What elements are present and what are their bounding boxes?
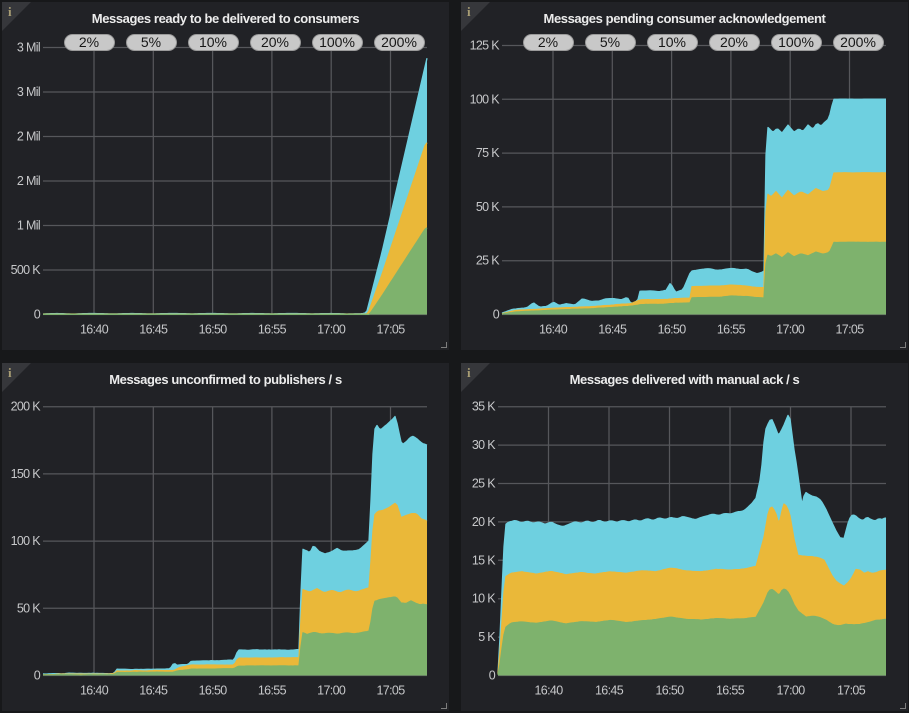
svg-text:50 K: 50 K: [17, 601, 41, 615]
svg-text:17:05: 17:05: [837, 684, 866, 698]
svg-text:100 K: 100 K: [470, 92, 501, 106]
svg-text:10 K: 10 K: [472, 592, 496, 606]
svg-text:17:05: 17:05: [376, 323, 405, 337]
svg-text:17:05: 17:05: [835, 323, 864, 337]
svg-text:2 Mil: 2 Mil: [17, 174, 40, 188]
svg-text:125 K: 125 K: [470, 39, 501, 53]
svg-text:20 K: 20 K: [472, 515, 496, 529]
svg-text:25 K: 25 K: [472, 477, 496, 491]
svg-text:1 Mil: 1 Mil: [17, 219, 40, 233]
svg-text:50 K: 50 K: [476, 200, 500, 214]
svg-text:16:55: 16:55: [258, 323, 287, 337]
svg-text:17:05: 17:05: [376, 684, 405, 698]
svg-text:30 K: 30 K: [472, 438, 496, 452]
svg-text:16:45: 16:45: [595, 684, 624, 698]
svg-text:0: 0: [34, 669, 41, 683]
svg-text:35 K: 35 K: [472, 400, 496, 414]
svg-text:16:50: 16:50: [655, 684, 684, 698]
svg-text:16:50: 16:50: [199, 323, 228, 337]
svg-text:16:40: 16:40: [534, 684, 563, 698]
svg-text:150 K: 150 K: [11, 467, 42, 481]
svg-text:200 K: 200 K: [11, 400, 42, 414]
svg-text:500 K: 500 K: [11, 263, 42, 277]
svg-text:16:40: 16:40: [80, 684, 109, 698]
svg-text:17:00: 17:00: [776, 684, 805, 698]
svg-text:16:45: 16:45: [139, 323, 168, 337]
svg-text:15 K: 15 K: [472, 553, 496, 567]
svg-text:25 K: 25 K: [476, 254, 500, 268]
svg-text:0: 0: [34, 308, 41, 322]
svg-text:16:45: 16:45: [139, 684, 168, 698]
svg-text:16:55: 16:55: [717, 323, 746, 337]
svg-text:3 Mil: 3 Mil: [17, 41, 40, 55]
svg-text:17:00: 17:00: [317, 323, 346, 337]
svg-text:16:55: 16:55: [716, 684, 745, 698]
svg-text:16:55: 16:55: [258, 684, 287, 698]
svg-text:5 K: 5 K: [478, 630, 496, 644]
svg-text:100 K: 100 K: [11, 534, 42, 548]
svg-text:16:45: 16:45: [598, 323, 627, 337]
svg-text:75 K: 75 K: [476, 146, 500, 160]
svg-text:0: 0: [489, 669, 496, 683]
svg-text:17:00: 17:00: [317, 684, 346, 698]
svg-text:2 Mil: 2 Mil: [17, 130, 40, 144]
svg-text:16:40: 16:40: [539, 323, 568, 337]
svg-text:0: 0: [493, 308, 500, 322]
svg-text:16:50: 16:50: [658, 323, 687, 337]
svg-text:16:40: 16:40: [80, 323, 109, 337]
svg-text:16:50: 16:50: [199, 684, 228, 698]
svg-text:3 Mil: 3 Mil: [17, 85, 40, 99]
svg-text:17:00: 17:00: [776, 323, 805, 337]
